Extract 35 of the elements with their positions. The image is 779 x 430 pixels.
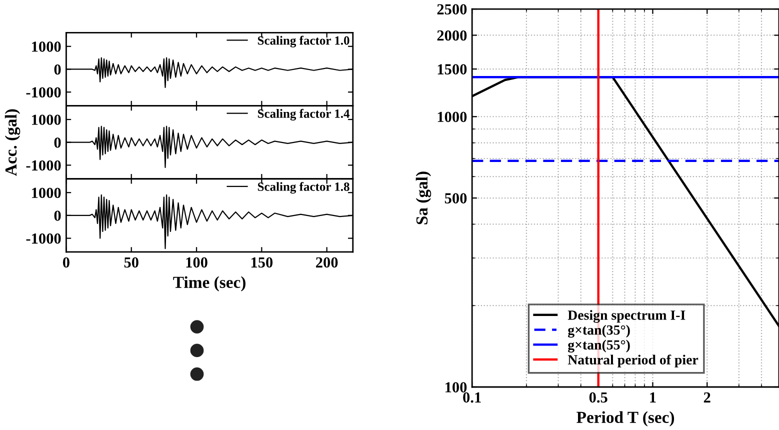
y-tick-label: -1000 bbox=[26, 160, 61, 171]
x-tick-label: 50 bbox=[124, 257, 138, 268]
y-tick-label: 1000 bbox=[438, 112, 467, 122]
legend-label: g×tan(55°) bbox=[568, 340, 630, 353]
y-tick-label: 2000 bbox=[437, 30, 467, 41]
y-tick-label: 100 bbox=[446, 382, 467, 392]
y-tick-label: 0 bbox=[54, 210, 61, 221]
ref-line-label: Natural period of pier bbox=[568, 354, 698, 368]
y-tick-label: 1000 bbox=[32, 188, 61, 198]
legend-label: g×tan(35°) bbox=[568, 324, 630, 338]
y-axis-title: Acc. (gal) bbox=[4, 109, 20, 176]
y-axis-title: Sa (gal) bbox=[416, 172, 432, 224]
y-tick-label: 1000 bbox=[32, 114, 61, 125]
legend-label: Scaling factor 1.4 bbox=[258, 108, 350, 120]
x-tick-label: 0 bbox=[62, 257, 70, 268]
y-tick-label: -1000 bbox=[26, 233, 61, 244]
x-axis-title: Time (sec) bbox=[173, 276, 246, 292]
legend-label: Scaling factor 1.0 bbox=[258, 36, 350, 48]
x-axis-title: Period T (sec) bbox=[576, 411, 674, 426]
x-tick-label: 1 bbox=[650, 392, 656, 402]
x-tick-label: 100 bbox=[186, 257, 208, 268]
y-tick-label: 1000 bbox=[32, 42, 61, 52]
y-tick-label: 500 bbox=[444, 193, 467, 204]
y-tick-label: -1000 bbox=[26, 87, 61, 98]
x-tick-label: 2 bbox=[704, 392, 710, 402]
legend-label: Design spectrum I-I bbox=[568, 310, 686, 323]
x-tick-label: 200 bbox=[316, 257, 338, 268]
x-tick-label: 150 bbox=[251, 257, 273, 268]
y-tick-label: 0 bbox=[54, 137, 61, 148]
legend-label: Scaling factor 1.8 bbox=[258, 182, 350, 194]
x-tick-label: 0.5 bbox=[589, 392, 608, 403]
x-tick-label: 0.1 bbox=[463, 392, 481, 403]
y-tick-label: 2500 bbox=[437, 4, 467, 14]
y-tick-label: 1500 bbox=[438, 64, 467, 74]
y-tick-label: 0 bbox=[54, 64, 61, 75]
